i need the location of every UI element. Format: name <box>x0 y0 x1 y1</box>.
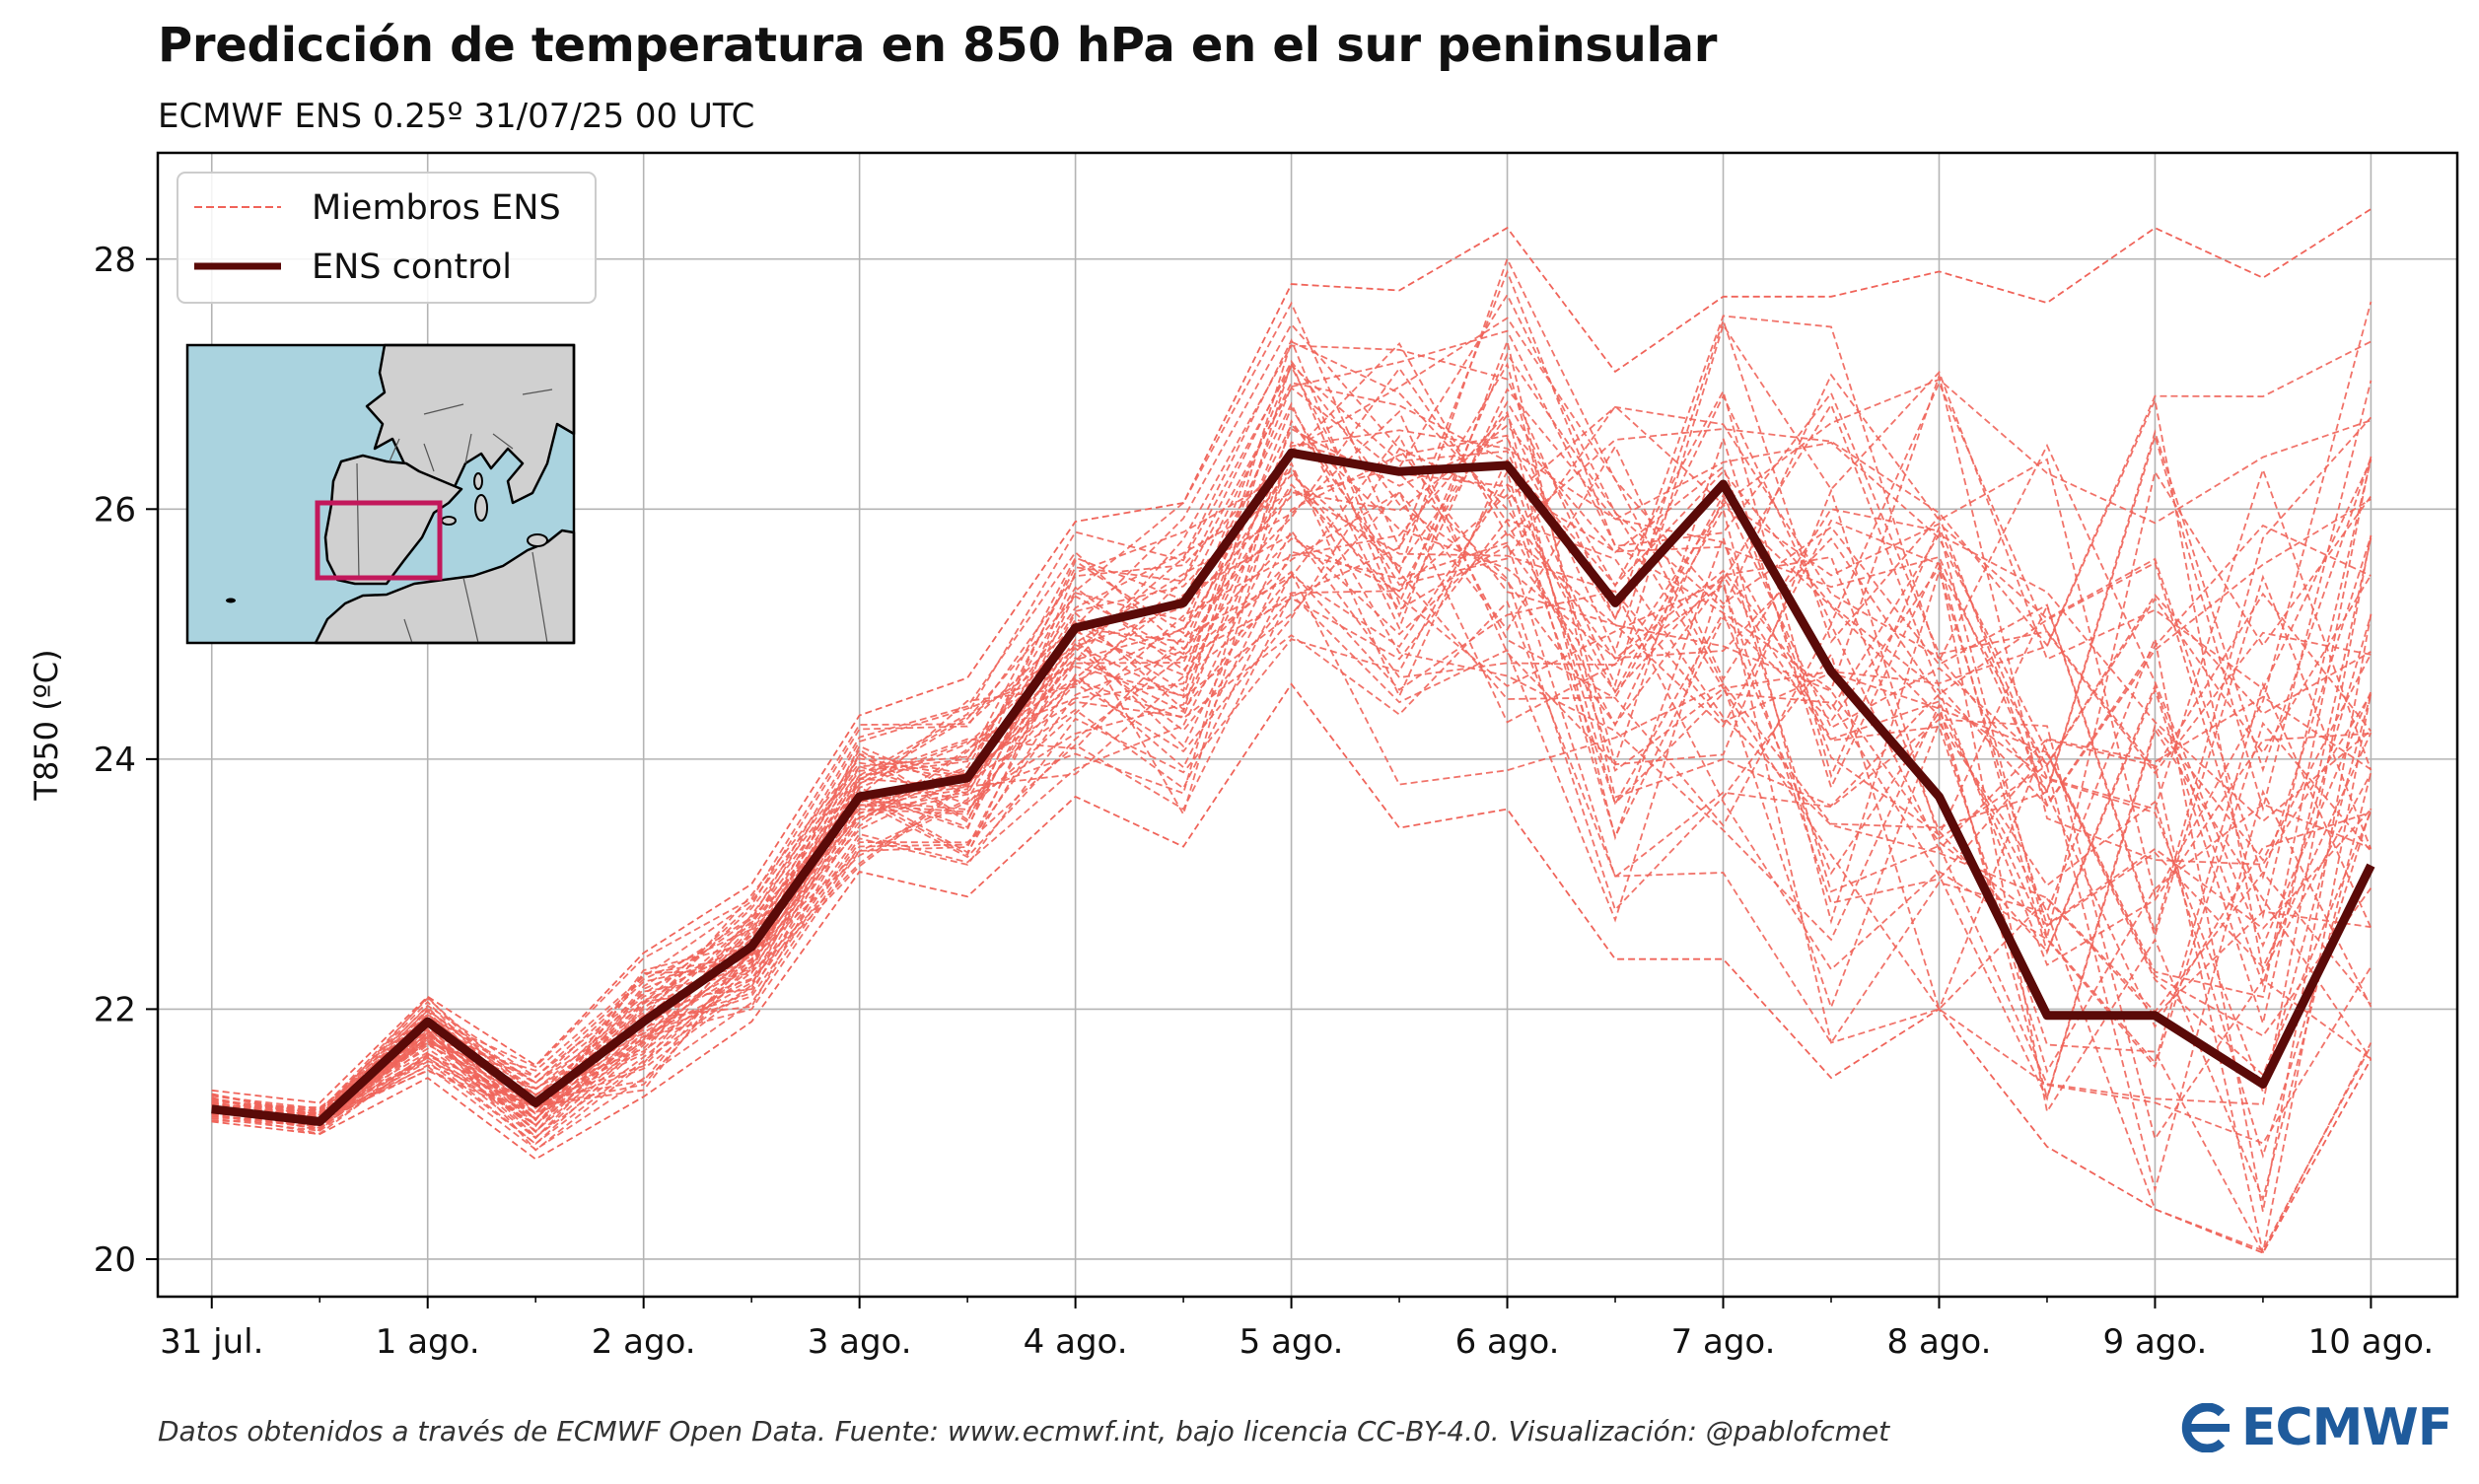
y-tick-label: 22 <box>94 990 136 1029</box>
inset-map-island-sardinia <box>474 494 488 522</box>
plot-frame <box>156 151 2459 1299</box>
member-line <box>211 382 2372 1124</box>
inset-map-island-sicily <box>527 533 548 547</box>
inset-map-island-mallorca <box>441 516 457 526</box>
member-line <box>211 518 2373 1130</box>
legend: Miembros ENS ENS control <box>177 172 597 304</box>
y-tick-label: 26 <box>94 490 136 530</box>
x-axis: 31 jul. 1 ago. 2 ago. 3 ago. 4 ago. 5 ago. 6 a… <box>160 1297 2434 1362</box>
y-tick-label: 20 <box>94 1240 136 1280</box>
x-tick-label: 5 ago. <box>1240 1322 1344 1362</box>
chart-subtitle: ECMWF ENS 0.25º 31/07/25 00 UTC <box>158 97 755 136</box>
member-line <box>211 444 2373 1126</box>
member-line <box>211 441 2373 1145</box>
x-tick-label: 8 ago. <box>1887 1322 1992 1362</box>
x-tick-label: 9 ago. <box>2103 1322 2208 1362</box>
inset-map-region-box <box>315 500 443 581</box>
member-line <box>211 338 2373 1122</box>
member-line <box>211 423 2373 1119</box>
inset-map-land-iberia <box>323 454 463 586</box>
control-series <box>211 448 2375 1126</box>
control-line <box>211 448 2375 1126</box>
member-line <box>211 318 2372 1117</box>
legend-members-label: Miembros ENS <box>312 188 561 228</box>
member-line <box>211 541 2372 1141</box>
inset-map-frame <box>185 343 576 645</box>
x-tick-label: 3 ago. <box>808 1322 912 1362</box>
x-tick-label: 31 jul. <box>160 1322 263 1362</box>
member-line <box>211 409 2373 1120</box>
member-line <box>211 389 2373 1110</box>
member-line <box>211 367 2373 1112</box>
member-line-low <box>211 682 2373 1254</box>
member-line <box>211 571 2373 1160</box>
inset-map-land-africa <box>314 529 576 645</box>
member-line <box>211 600 2373 1252</box>
y-tick-label: 28 <box>94 241 136 280</box>
x-tick-label: 4 ago. <box>1024 1322 1128 1362</box>
member-line <box>211 490 2373 1126</box>
y-axis-label: T850 (ºC) <box>28 649 65 801</box>
chart-title: Predicción de temperatura en 850 hPa en … <box>158 18 1718 73</box>
member-line <box>211 387 2372 1122</box>
member-line <box>211 378 2372 1113</box>
y-axis: 20 22 24 26 28 <box>94 241 158 1280</box>
member-line <box>211 493 2373 1146</box>
inset-map <box>185 343 576 645</box>
x-tick-label: 10 ago. <box>2308 1322 2435 1362</box>
member-line <box>211 410 2373 1116</box>
member-line <box>211 256 2373 1114</box>
member-line-high <box>211 208 2372 1104</box>
legend-box <box>177 172 597 304</box>
member-line <box>211 503 2372 1126</box>
ecmwf-logo-text: ECMWF <box>2241 1398 2452 1457</box>
member-line <box>211 381 2372 1111</box>
y-tick-label: 24 <box>94 741 136 780</box>
inset-map-borders <box>356 389 553 644</box>
member-line <box>211 322 2373 1118</box>
member-line <box>211 530 2373 1127</box>
ecmwf-logo: ECMWF <box>2174 1398 2452 1457</box>
ecmwf-logo-icon <box>2181 1403 2230 1452</box>
inset-map-island-corsica <box>473 472 483 490</box>
member-line <box>211 434 2373 1212</box>
x-tick-label: 1 ago. <box>376 1322 480 1362</box>
x-tick-label: 2 ago. <box>592 1322 696 1362</box>
member-line <box>211 359 2372 1126</box>
member-line <box>211 293 2373 1116</box>
member-line <box>211 468 2373 1194</box>
x-tick-label: 6 ago. <box>1455 1322 1560 1362</box>
legend-control-label: ENS control <box>312 247 512 287</box>
member-line <box>211 315 2373 1116</box>
footer-credits: Datos obtenidos a través de ECMWF Open D… <box>158 1415 1890 1448</box>
inset-map-island-madeira <box>226 598 236 603</box>
member-line <box>211 429 2373 1140</box>
x-tick-label: 7 ago. <box>1671 1322 1776 1362</box>
member-line <box>211 360 2373 1134</box>
member-line <box>211 418 2373 1152</box>
member-line <box>211 329 2373 1116</box>
